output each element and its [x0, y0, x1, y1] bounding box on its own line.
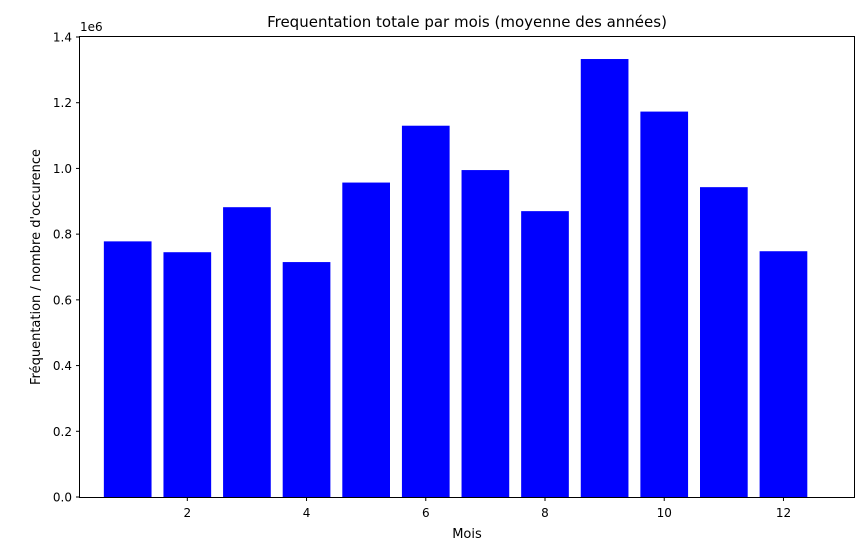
y-tick-label: 1.0	[53, 162, 72, 176]
y-tick-label: 0.0	[53, 491, 72, 505]
bar-month-12	[759, 251, 808, 497]
y-offset-text: 1e6	[80, 20, 103, 34]
x-axis-ticks: 2 4 6 8 10 12	[183, 497, 791, 520]
bar-month-11	[700, 187, 748, 497]
bar-month-10	[640, 111, 689, 497]
bar-month-2	[163, 252, 212, 497]
plot-frame	[79, 36, 855, 498]
bar-month-1	[103, 241, 152, 497]
y-axis-ticks: 0.0 0.2 0.4 0.6 0.8 1.0 1.2 1.4	[53, 31, 80, 505]
y-tick-label: 0.4	[53, 359, 72, 373]
y-tick-label: 1.2	[53, 96, 72, 110]
x-tick-label: 4	[303, 506, 311, 520]
x-axis-label: Mois	[452, 527, 482, 542]
x-tick-label: 10	[657, 506, 672, 520]
bar-month-4	[282, 262, 331, 497]
x-tick-label: 8	[541, 506, 549, 520]
y-tick-label: 0.8	[53, 228, 72, 242]
x-tick-label: 2	[183, 506, 191, 520]
bar-month-3	[223, 207, 271, 497]
x-tick-label: 6	[422, 506, 430, 520]
bar-month-7	[461, 170, 510, 498]
bar-month-6	[401, 125, 450, 497]
y-tick-label: 1.4	[53, 31, 72, 45]
bar-month-5	[342, 182, 390, 498]
y-tick-label: 0.6	[53, 293, 72, 307]
bars-group	[103, 59, 808, 498]
bar-month-8	[521, 211, 569, 497]
bar-month-9	[580, 59, 629, 498]
chart-title: Frequentation totale par mois (moyenne d…	[267, 13, 667, 31]
x-tick-label: 12	[776, 506, 791, 520]
y-tick-label: 0.2	[53, 425, 72, 439]
y-axis-label: Fréquentation / nombre d'occurence	[29, 149, 44, 385]
